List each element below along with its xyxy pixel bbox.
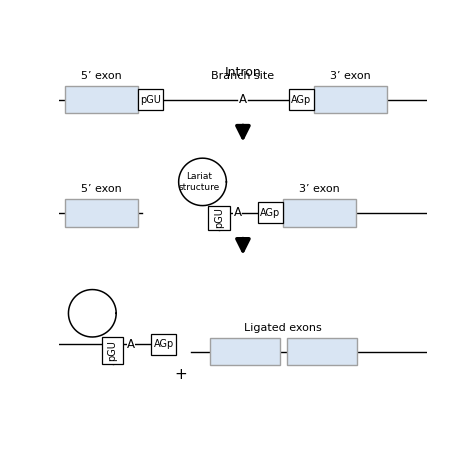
FancyBboxPatch shape <box>283 199 356 227</box>
Text: A: A <box>239 93 247 106</box>
FancyBboxPatch shape <box>138 89 163 110</box>
Text: pGU: pGU <box>108 340 118 361</box>
Text: AGp: AGp <box>260 208 280 218</box>
Text: Lariat
structure: Lariat structure <box>178 172 219 191</box>
Text: +: + <box>174 367 187 382</box>
Text: Ligated exons: Ligated exons <box>245 323 322 333</box>
Text: A: A <box>127 338 135 351</box>
FancyBboxPatch shape <box>65 199 138 227</box>
FancyBboxPatch shape <box>209 206 230 230</box>
Text: Intron: Intron <box>225 66 261 79</box>
Text: A: A <box>233 206 241 219</box>
Text: AGp: AGp <box>291 95 311 105</box>
Text: 5’ exon: 5’ exon <box>81 184 122 194</box>
Text: 3’ exon: 3’ exon <box>299 184 340 194</box>
FancyBboxPatch shape <box>210 338 280 365</box>
Text: 3’ exon: 3’ exon <box>330 71 371 82</box>
Text: pGU: pGU <box>214 208 224 228</box>
Text: pGU: pGU <box>140 95 161 105</box>
FancyBboxPatch shape <box>314 86 387 113</box>
FancyBboxPatch shape <box>65 86 138 113</box>
FancyBboxPatch shape <box>151 334 176 355</box>
FancyBboxPatch shape <box>258 202 283 224</box>
FancyBboxPatch shape <box>102 337 123 364</box>
Text: 5’ exon: 5’ exon <box>81 71 122 82</box>
FancyBboxPatch shape <box>289 89 314 110</box>
FancyBboxPatch shape <box>287 338 357 365</box>
Text: AGp: AGp <box>154 339 173 349</box>
Text: Branch site: Branch site <box>211 71 274 82</box>
